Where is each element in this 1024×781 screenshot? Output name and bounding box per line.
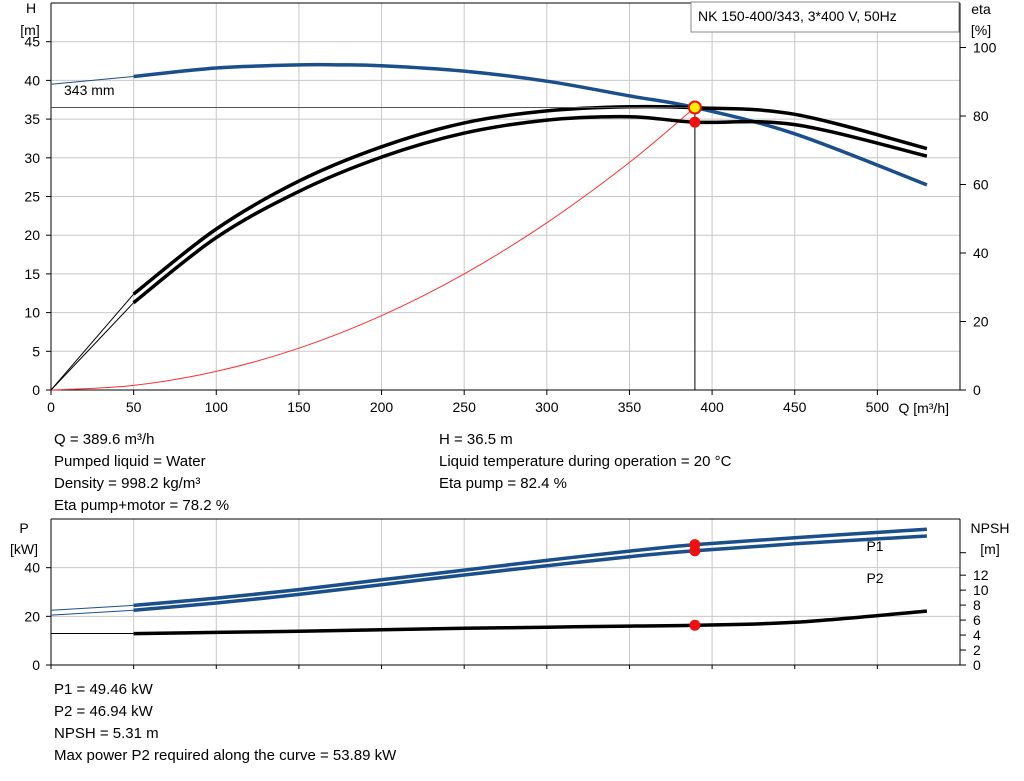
duty-point-npsh [689, 619, 701, 631]
system-curve [50, 107, 696, 391]
y-left-tick-label: 35 [24, 111, 40, 127]
y-right-axis-unit: [%] [971, 22, 991, 38]
x-tick-label: 450 [783, 399, 807, 415]
y-right-tick-label: 0 [973, 382, 981, 398]
y-left-tick-label: 15 [24, 266, 40, 282]
npsh-tick-label: 12 [973, 567, 989, 583]
info-left-top: Q = 389.6 m³/h Pumped liquid = Water Den… [54, 429, 229, 517]
y-right-tick-label: 80 [973, 108, 989, 124]
info-npsh: NPSH = 5.31 m [54, 725, 159, 742]
info-density: Density = 998.2 kg/m³ [54, 475, 201, 492]
p-y-left-tick-label: 40 [24, 560, 40, 576]
info-p1: P1 = 49.46 kW [54, 681, 153, 698]
title-box [690, 1, 960, 33]
x-tick-label: 50 [126, 399, 142, 415]
eta-pump-curve-extrapolated [50, 293, 135, 391]
info-q: Q = 389.6 m³/h [54, 431, 155, 448]
y-left-tick-label: 10 [24, 305, 40, 321]
p-y-left-tick-label: 20 [24, 608, 40, 624]
npsh-tick-label: 2 [973, 642, 981, 658]
npsh-curve [133, 609, 928, 636]
y-left-tick-label: 25 [24, 189, 40, 205]
chart-title: NK 150-400/343, 3*400 V, 50Hz [698, 8, 897, 24]
npsh-axis-unit: [m] [980, 541, 999, 557]
info-eta-pump: Eta pump = 82.4 % [439, 475, 567, 492]
y-left-axis-unit: [m] [20, 22, 39, 38]
x-tick-label: 350 [618, 399, 642, 415]
x-tick-label: 500 [866, 399, 890, 415]
head-curve [133, 62, 928, 187]
info-liquid-temp: Liquid temperature during operation = 20… [439, 453, 732, 470]
y-left-tick-label: 20 [24, 227, 40, 243]
x-tick-label: 150 [287, 399, 311, 415]
info-h: H = 36.5 m [439, 431, 513, 448]
npsh-tick-label: 4 [973, 627, 981, 643]
npsh-tick-label: 10 [973, 582, 989, 598]
info-pumped-liquid: Pumped liquid = Water [54, 453, 206, 470]
y-left-tick-label: 0 [32, 382, 40, 398]
eta-total-curve [132, 114, 928, 305]
info-bottom: P1 = 49.46 kW P2 = 46.94 kW NPSH = 5.31 … [54, 679, 396, 767]
head-curve-extrapolated [50, 76, 134, 85]
y-left-tick-label: 40 [24, 72, 40, 88]
y-left-tick-label: 30 [24, 150, 40, 166]
p1-curve-extrapolated [50, 604, 134, 611]
info-eta-total: Eta pump+motor = 78.2 % [54, 497, 230, 514]
x-tick-label: 300 [535, 399, 559, 415]
duty-point-marker [687, 100, 702, 115]
eta-pump-curve [132, 104, 928, 296]
y-left-tick-label: 45 [24, 34, 40, 50]
y-left-axis-title: H [26, 0, 36, 16]
x-tick-label: 400 [700, 399, 724, 415]
info-p2: P2 = 46.94 kW [54, 703, 153, 720]
y-right-tick-label: 20 [973, 314, 989, 330]
p2-label: P2 [866, 570, 883, 586]
x-tick-label: 250 [453, 399, 477, 415]
p1-curve [133, 527, 928, 608]
p2-curve [133, 534, 928, 613]
x-axis-title: Q [m³/h] [898, 400, 949, 416]
y-right-tick-label: 100 [973, 40, 997, 56]
npsh-axis-title: NPSH [971, 520, 1010, 536]
y-left-tick-label: 5 [32, 343, 40, 359]
npsh-tick-label: 0 [973, 657, 981, 673]
curve-label: 343 mm [64, 82, 115, 98]
p2-curve-extrapolated [50, 609, 134, 616]
p1-label: P1 [866, 538, 883, 554]
y-right-tick-label: 40 [973, 245, 989, 261]
info-max-power: Max power P2 required along the curve = … [54, 747, 397, 764]
p-axis-unit: [kW] [10, 541, 38, 557]
p-y-left-tick-label: 0 [32, 657, 40, 673]
duty-point-eta-total [689, 116, 701, 128]
x-tick-label: 200 [370, 399, 394, 415]
info-right-top: H = 36.5 m Liquid temperature during ope… [439, 429, 731, 495]
y-right-axis-title: eta [971, 1, 991, 17]
x-tick-label: 100 [205, 399, 229, 415]
p-axis-title: P [19, 520, 28, 536]
x-tick-label: 0 [47, 399, 55, 415]
eta-total-curve-extrapolated [50, 302, 134, 391]
duty-point-p2 [689, 545, 701, 557]
y-right-tick-label: 60 [973, 177, 989, 193]
npsh-tick-label: 8 [973, 597, 981, 613]
npsh-tick-label: 6 [973, 612, 981, 628]
